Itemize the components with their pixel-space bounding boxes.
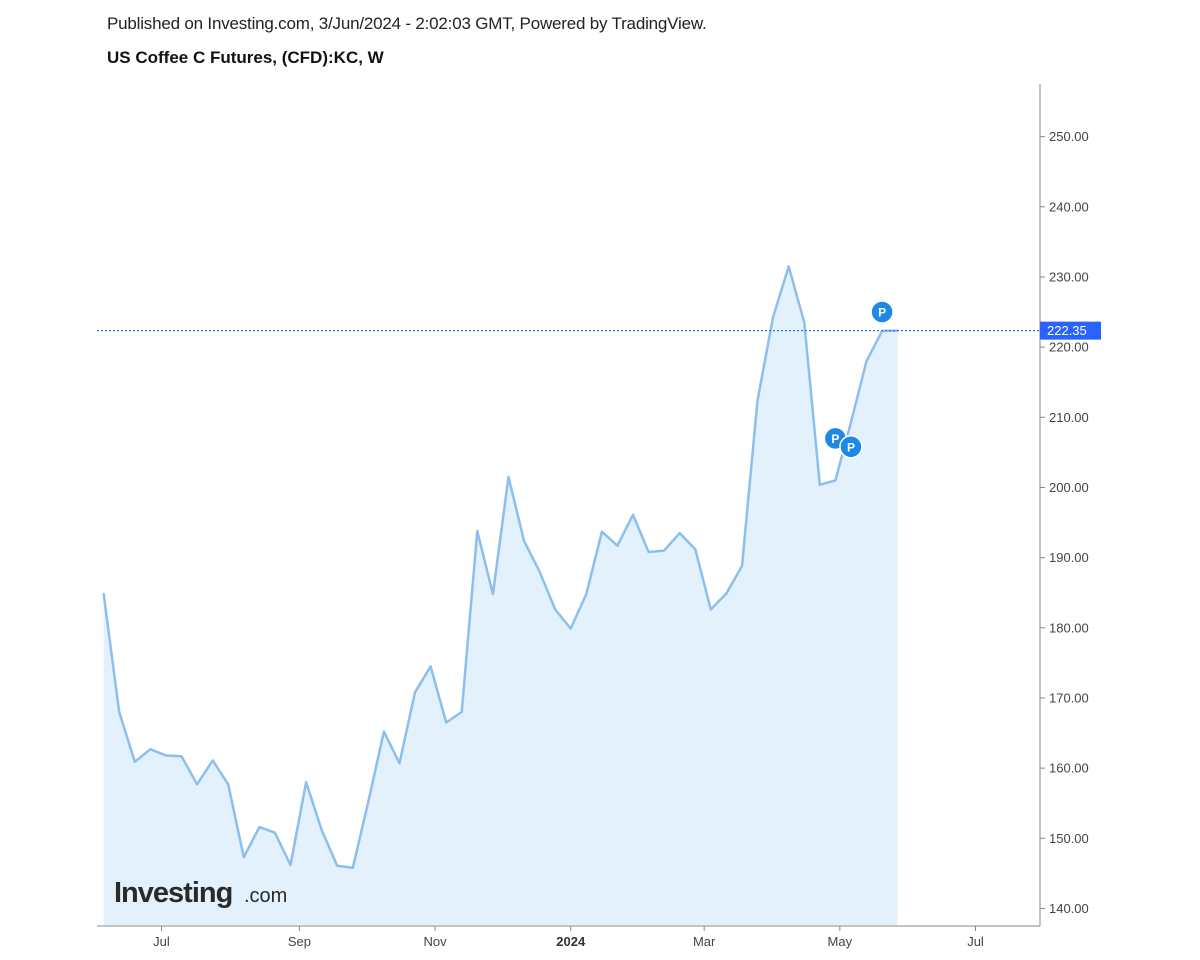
- event-marker-label: P: [831, 432, 839, 446]
- y-tick-label: 160.00: [1049, 761, 1089, 776]
- y-tick-label: 190.00: [1049, 550, 1089, 565]
- last-price-tag: [1040, 321, 1101, 340]
- x-tick-label: Jul: [153, 934, 170, 949]
- y-axis-ticks: 140.00 150.00 160.00 170.00 180.00 190.00 200.…: [1040, 129, 1089, 916]
- x-tick-label: Nov: [423, 934, 447, 949]
- logo-main: Investing: [114, 877, 232, 909]
- last-price-group: 222.35: [97, 321, 1101, 340]
- x-tick-label: May: [828, 934, 853, 949]
- event-marker: [839, 435, 863, 459]
- axes: [97, 84, 1041, 927]
- logo-suffix: .com: [244, 885, 287, 907]
- investing-logo: Investing .com: [114, 877, 287, 909]
- x-axis-ticks: Jul Sep Nov 2024 Mar May Jul: [153, 926, 984, 949]
- event-markers: PPP: [823, 300, 894, 459]
- y-tick-label: 140.00: [1049, 901, 1089, 916]
- y-tick-label: 220.00: [1049, 340, 1089, 355]
- last-price-label: 222.35: [1047, 323, 1087, 338]
- y-tick-label: 170.00: [1049, 690, 1089, 705]
- y-tick-label: 200.00: [1049, 480, 1089, 495]
- y-tick-label: 250.00: [1049, 129, 1089, 144]
- price-line: [102, 265, 899, 870]
- price-area-fill: [103, 266, 898, 925]
- plot-area: [102, 265, 899, 925]
- x-tick-label: 2024: [556, 934, 586, 949]
- y-tick-label: 150.00: [1049, 831, 1089, 846]
- x-tick-label: Sep: [288, 934, 311, 949]
- y-tick-label: 180.00: [1049, 620, 1089, 635]
- published-info: Published on Investing.com, 3/Jun/2024 -…: [107, 14, 707, 33]
- event-marker-label: P: [878, 306, 886, 320]
- y-tick-label: 210.00: [1049, 410, 1089, 425]
- instrument-title: US Coffee C Futures, (CFD):KC, W: [107, 48, 384, 67]
- x-tick-label: Mar: [693, 934, 716, 949]
- x-tick-label: Jul: [967, 934, 984, 949]
- event-marker: [870, 300, 894, 324]
- y-tick-label: 240.00: [1049, 199, 1089, 214]
- y-tick-label: 230.00: [1049, 269, 1089, 284]
- event-marker-label: P: [847, 440, 855, 454]
